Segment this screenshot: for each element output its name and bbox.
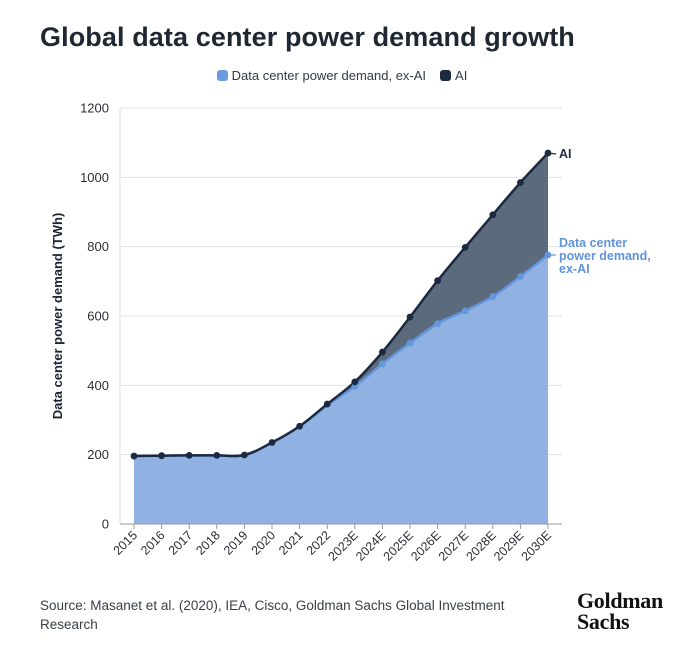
point-exai-2027E	[461, 307, 469, 315]
point-ai-2016	[158, 452, 166, 460]
point-exai-2024E	[379, 360, 386, 368]
legend: Data center power demand, ex-AI AI	[0, 68, 684, 83]
y-tick-label-600: 600	[87, 309, 109, 324]
point-ai-2025E	[406, 313, 414, 321]
logo-line-1: Goldman	[577, 588, 663, 613]
point-ai-2027E	[461, 243, 469, 251]
point-ai-2028E	[489, 211, 497, 219]
legend-swatch-exai	[216, 70, 228, 81]
x-tick-label-2025E: 2025E	[381, 528, 416, 563]
point-ai-2020	[268, 439, 276, 446]
point-ai-2017	[185, 451, 193, 459]
point-ai-2029E	[517, 179, 524, 186]
point-ai-2018	[213, 451, 221, 459]
point-ai-2021	[296, 422, 303, 430]
point-ai-2019	[241, 451, 248, 459]
series-end-label-ai: AI	[559, 147, 572, 161]
logo-line-2: Sachs	[577, 609, 630, 634]
end-label-leader-ai	[547, 152, 557, 155]
point-ai-2015	[130, 452, 138, 460]
x-tick-label-2019: 2019	[221, 528, 251, 558]
point-exai-2025E	[406, 339, 414, 347]
x-tick-label-2018: 2018	[193, 528, 223, 558]
x-tick-label-2030E: 2030E	[519, 528, 554, 563]
point-ai-2023E	[351, 378, 359, 386]
series-end-label-exai: Data center power demand, ex-AI	[559, 236, 651, 276]
x-tick-label-2026E: 2026E	[408, 528, 443, 563]
source-note: Source: Masanet et al. (2020), IEA, Cisc…	[40, 598, 505, 632]
legend-label-ai: AI	[455, 68, 468, 83]
point-exai-2029E	[517, 273, 524, 280]
y-tick-label-400: 400	[87, 378, 109, 393]
x-tick-label-2027E: 2027E	[436, 528, 471, 563]
series-end-label-exai-line-3: ex-AI	[559, 262, 590, 276]
series-end-label-exai-line-1: Data center	[559, 236, 627, 250]
x-tick-label-2029E: 2029E	[491, 528, 526, 563]
x-tick-label-2024E: 2024E	[353, 528, 388, 563]
y-tick-label-0: 0	[102, 517, 109, 532]
point-ai-2022	[323, 400, 331, 408]
legend-item-ai: AI	[440, 68, 467, 83]
legend-label-exai: Data center power demand, ex-AI	[231, 68, 427, 83]
y-tick-label-1000: 1000	[80, 170, 109, 185]
x-tick-label-2020: 2020	[249, 528, 279, 558]
x-tick-label-2015: 2015	[111, 528, 141, 558]
chart: 0 200 400 600 800 1000 1200 2015201620172018201…	[50, 101, 651, 564]
series-end-label-exai-line-2: power demand,	[559, 249, 651, 263]
legend-swatch-ai	[440, 70, 452, 81]
line-ai	[133, 152, 549, 458]
areas	[134, 153, 548, 525]
point-exai-2026E	[434, 320, 441, 328]
x-tick-label-2028E: 2028E	[463, 528, 498, 563]
point-ai-2024E	[379, 348, 386, 356]
y-axis-label: Data center power demand (TWh)	[50, 213, 65, 420]
chart-title: Global data center power demand growth	[40, 22, 575, 52]
goldman-sachs-logo: Goldman Sachs	[577, 588, 663, 634]
y-tick-label-200: 200	[87, 447, 109, 462]
point-exai-2028E	[489, 293, 497, 300]
legend-item-exai: Data center power demand, ex-AI	[216, 68, 427, 83]
x-tick-label-2023E: 2023E	[325, 528, 360, 563]
point-ai-2026E	[434, 277, 441, 285]
x-tick-label-2016: 2016	[138, 528, 168, 558]
x-tick-label-2017: 2017	[166, 528, 196, 558]
y-tick-label-800: 800	[87, 239, 109, 254]
y-tick-label-1200: 1200	[80, 101, 109, 116]
marks	[130, 149, 557, 460]
x-tick-label-2021: 2021	[276, 528, 306, 558]
